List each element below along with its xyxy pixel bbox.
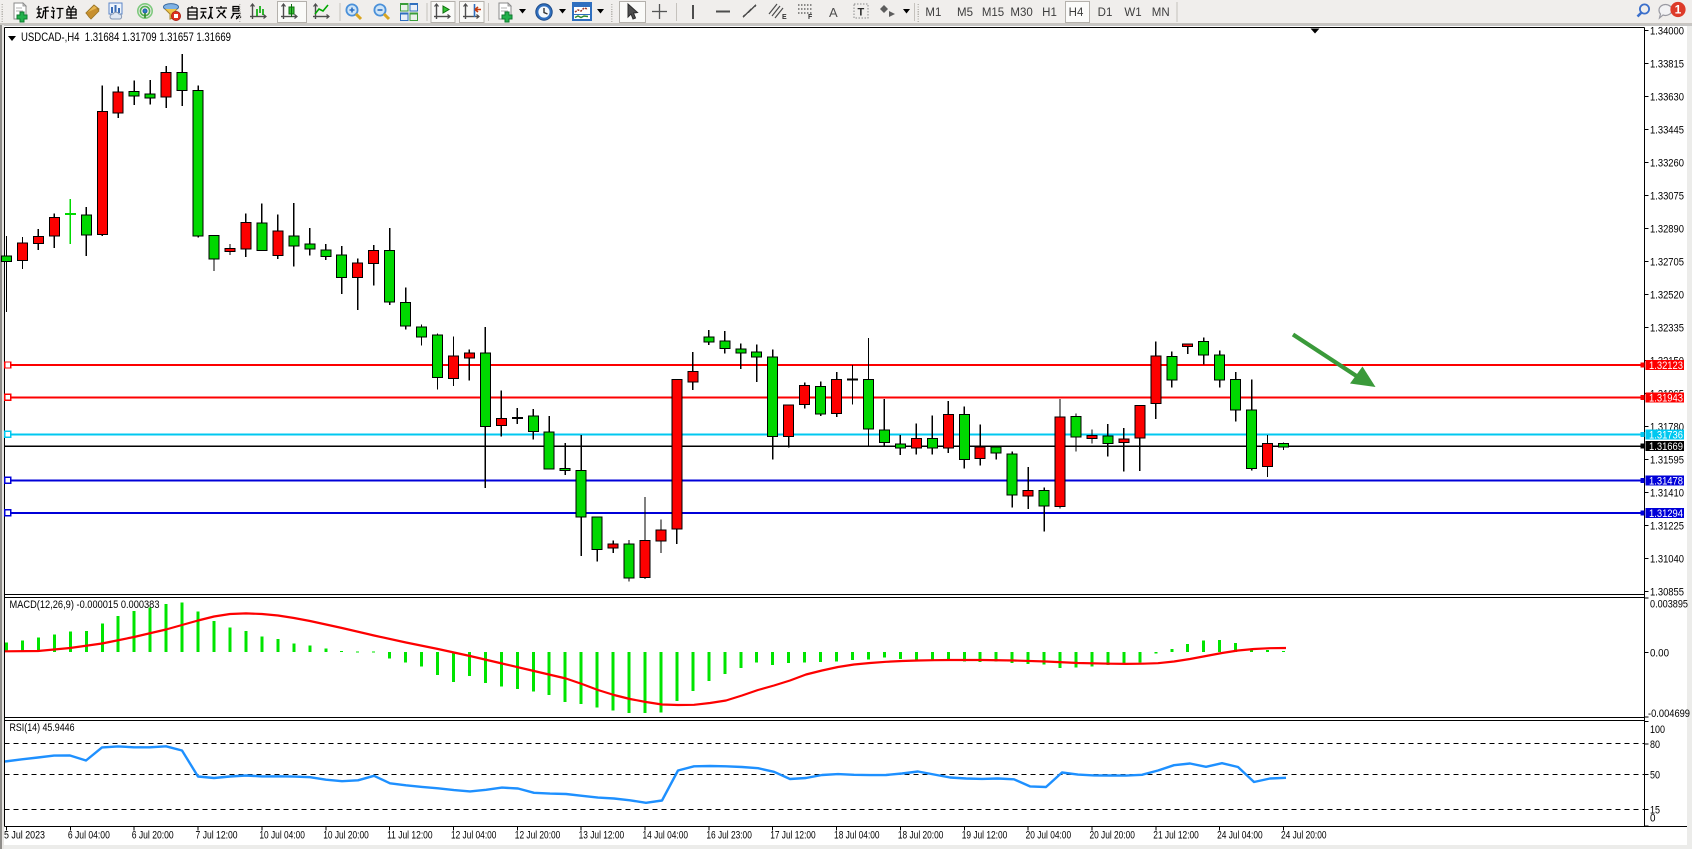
svg-text:0.003895: 0.003895 bbox=[1650, 598, 1688, 610]
svg-text:1.33630: 1.33630 bbox=[1650, 91, 1684, 103]
svg-text:MN: MN bbox=[1152, 7, 1170, 19]
svg-text:1: 1 bbox=[1675, 3, 1682, 17]
svg-text:50: 50 bbox=[1650, 770, 1660, 782]
svg-text:M1: M1 bbox=[925, 7, 941, 19]
svg-text:1.33445: 1.33445 bbox=[1650, 124, 1684, 136]
svg-text:M5: M5 bbox=[957, 7, 973, 19]
svg-text:6 Jul 20:00: 6 Jul 20:00 bbox=[132, 830, 174, 842]
svg-text:1.33815: 1.33815 bbox=[1650, 58, 1684, 70]
svg-text:0.00: 0.00 bbox=[1650, 648, 1669, 660]
svg-text:RSI(14) 45.9446: RSI(14) 45.9446 bbox=[10, 722, 75, 734]
svg-text:20 Jul 20:00: 20 Jul 20:00 bbox=[1089, 830, 1135, 842]
svg-text:11 Jul 12:00: 11 Jul 12:00 bbox=[387, 830, 433, 842]
svg-text:1.33260: 1.33260 bbox=[1650, 157, 1684, 169]
svg-text:1.31294: 1.31294 bbox=[1649, 508, 1683, 520]
svg-text:24 Jul 20:00: 24 Jul 20:00 bbox=[1281, 830, 1327, 842]
svg-text:13 Jul 12:00: 13 Jul 12:00 bbox=[579, 830, 625, 842]
svg-text:1.30855: 1.30855 bbox=[1650, 587, 1684, 599]
svg-text:10 Jul 20:00: 10 Jul 20:00 bbox=[323, 830, 369, 842]
svg-text:1.32890: 1.32890 bbox=[1650, 223, 1684, 235]
svg-text:100: 100 bbox=[1650, 724, 1665, 736]
svg-text:17 Jul 12:00: 17 Jul 12:00 bbox=[770, 830, 816, 842]
svg-text:6 Jul 04:00: 6 Jul 04:00 bbox=[68, 830, 110, 842]
svg-text:1.31943: 1.31943 bbox=[1649, 392, 1683, 404]
svg-text:15: 15 bbox=[1650, 804, 1660, 816]
svg-text:1.32335: 1.32335 bbox=[1650, 322, 1684, 334]
svg-text:24 Jul 04:00: 24 Jul 04:00 bbox=[1217, 830, 1263, 842]
svg-text:5 Jul 2023: 5 Jul 2023 bbox=[4, 830, 45, 842]
svg-text:19 Jul 12:00: 19 Jul 12:00 bbox=[962, 830, 1008, 842]
svg-text:12 Jul 04:00: 12 Jul 04:00 bbox=[451, 830, 497, 842]
svg-text:1.31225: 1.31225 bbox=[1650, 521, 1684, 533]
svg-text:1.31736: 1.31736 bbox=[1649, 429, 1683, 441]
svg-text:1.32123: 1.32123 bbox=[1649, 360, 1683, 372]
svg-text:A: A bbox=[829, 5, 838, 20]
svg-text:12 Jul 20:00: 12 Jul 20:00 bbox=[515, 830, 561, 842]
svg-text:1.32705: 1.32705 bbox=[1650, 256, 1684, 268]
svg-text:10 Jul 04:00: 10 Jul 04:00 bbox=[259, 830, 305, 842]
svg-text:1.31595: 1.31595 bbox=[1650, 455, 1684, 467]
svg-text:1.31478: 1.31478 bbox=[1649, 475, 1683, 487]
svg-text:1.34000: 1.34000 bbox=[1650, 25, 1684, 37]
svg-text:E: E bbox=[782, 14, 787, 21]
svg-text:1.32520: 1.32520 bbox=[1650, 289, 1684, 301]
svg-text:-0.004699: -0.004699 bbox=[1648, 708, 1690, 720]
svg-text:1.31410: 1.31410 bbox=[1650, 488, 1684, 500]
svg-text:0: 0 bbox=[1650, 812, 1656, 824]
svg-text:M30: M30 bbox=[1010, 7, 1032, 19]
svg-text:20 Jul 04:00: 20 Jul 04:00 bbox=[1026, 830, 1072, 842]
svg-text:W1: W1 bbox=[1124, 7, 1141, 19]
svg-text:H4: H4 bbox=[1069, 7, 1084, 19]
svg-text:USDCAD-,H4 1.31684 1.31709 1.: USDCAD-,H4 1.31684 1.31709 1.31657 1.316… bbox=[21, 30, 231, 44]
svg-text:1.31669: 1.31669 bbox=[1649, 441, 1683, 453]
svg-text:F: F bbox=[808, 14, 813, 21]
svg-text:18 Jul 20:00: 18 Jul 20:00 bbox=[898, 830, 944, 842]
svg-text:T: T bbox=[858, 7, 865, 19]
svg-text:16 Jul 23:00: 16 Jul 23:00 bbox=[706, 830, 752, 842]
svg-text:18 Jul 04:00: 18 Jul 04:00 bbox=[834, 830, 880, 842]
svg-text:1.33075: 1.33075 bbox=[1650, 190, 1684, 202]
svg-text:M15: M15 bbox=[982, 7, 1004, 19]
svg-text:21 Jul 12:00: 21 Jul 12:00 bbox=[1153, 830, 1199, 842]
svg-text:80: 80 bbox=[1650, 739, 1660, 751]
svg-text:1.31040: 1.31040 bbox=[1650, 554, 1684, 566]
svg-text:MACD(12,26,9) -0.000015 0.0003: MACD(12,26,9) -0.000015 0.000383 bbox=[10, 599, 160, 611]
svg-text:H1: H1 bbox=[1042, 7, 1057, 19]
svg-text:D1: D1 bbox=[1098, 7, 1113, 19]
svg-text:7 Jul 12:00: 7 Jul 12:00 bbox=[196, 830, 238, 842]
svg-text:14 Jul 04:00: 14 Jul 04:00 bbox=[643, 830, 689, 842]
